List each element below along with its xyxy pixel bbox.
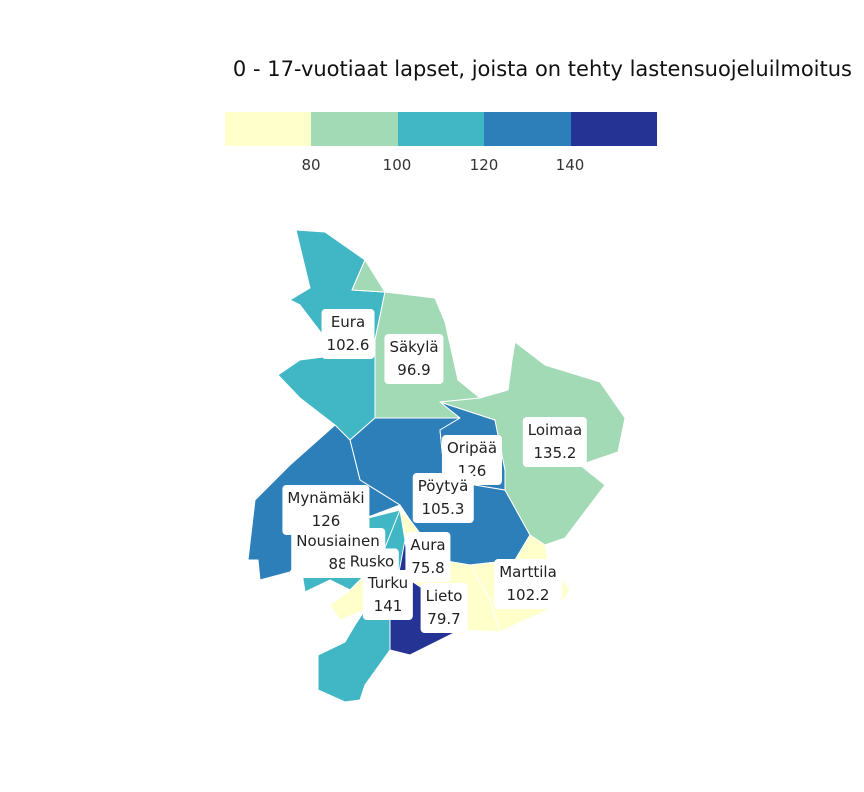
legend-swatch-2: [311, 112, 398, 146]
label-eura-name: Eura: [330, 313, 366, 331]
legend-tick-120: 120: [469, 156, 499, 174]
label-turku-value: 141: [373, 597, 403, 615]
label-lieto-name: Lieto: [425, 587, 463, 605]
label-nousiainen-value: 88: [328, 555, 348, 573]
label-aura-value: 75.8: [411, 559, 445, 577]
label-lieto: Lieto 79.7: [420, 583, 468, 633]
label-poytya: Pöytyä 105.3: [412, 473, 474, 523]
label-loimaa-name: Loimaa: [527, 421, 583, 439]
label-loimaa-value: 135.2: [533, 444, 577, 462]
legend-swatch-4: [484, 112, 571, 146]
label-marttila-value: 102.2: [506, 586, 550, 604]
label-turku-name: Turku: [367, 574, 409, 592]
label-poytya-name: Pöytyä: [417, 477, 469, 495]
label-aura-name: Aura: [410, 536, 446, 554]
label-sakyla-name: Säkylä: [389, 338, 439, 356]
label-lieto-value: 79.7: [427, 610, 461, 628]
label-mynamaki: Mynämäki 126: [282, 485, 370, 535]
label-sakyla: Säkylä 96.9: [384, 334, 444, 384]
label-marttila-name: Marttila: [499, 563, 557, 581]
label-loimaa: Loimaa 135.2: [522, 417, 588, 467]
label-oripaa-name: Oripää: [446, 439, 498, 457]
label-mynamaki-value: 126: [311, 512, 341, 530]
label-mynamaki-name: Mynämäki: [287, 489, 365, 507]
legend-tick-80: 80: [301, 156, 321, 174]
label-eura-value: 102.6: [326, 336, 370, 354]
label-turku: Turku 141: [362, 570, 414, 620]
legend-tick-140: 140: [555, 156, 585, 174]
legend-tick-100: 100: [382, 156, 412, 174]
label-poytya-value: 105.3: [421, 500, 465, 518]
label-rusko-name: Rusko: [349, 552, 395, 571]
label-sakyla-value: 96.9: [397, 361, 431, 379]
label-marttila: Marttila 102.2: [494, 559, 562, 609]
legend-swatch-5: [570, 112, 657, 146]
label-nousiainen-name: Nousiainen: [296, 532, 380, 550]
legend-swatch-1: [225, 112, 312, 146]
color-legend: [225, 112, 657, 146]
label-aura: Aura 75.8: [405, 532, 451, 582]
label-eura: Eura 102.6: [321, 309, 375, 359]
legend-swatch-3: [397, 112, 485, 146]
map-title: 0 - 17-vuotiaat lapset, joista on tehty …: [232, 57, 852, 81]
